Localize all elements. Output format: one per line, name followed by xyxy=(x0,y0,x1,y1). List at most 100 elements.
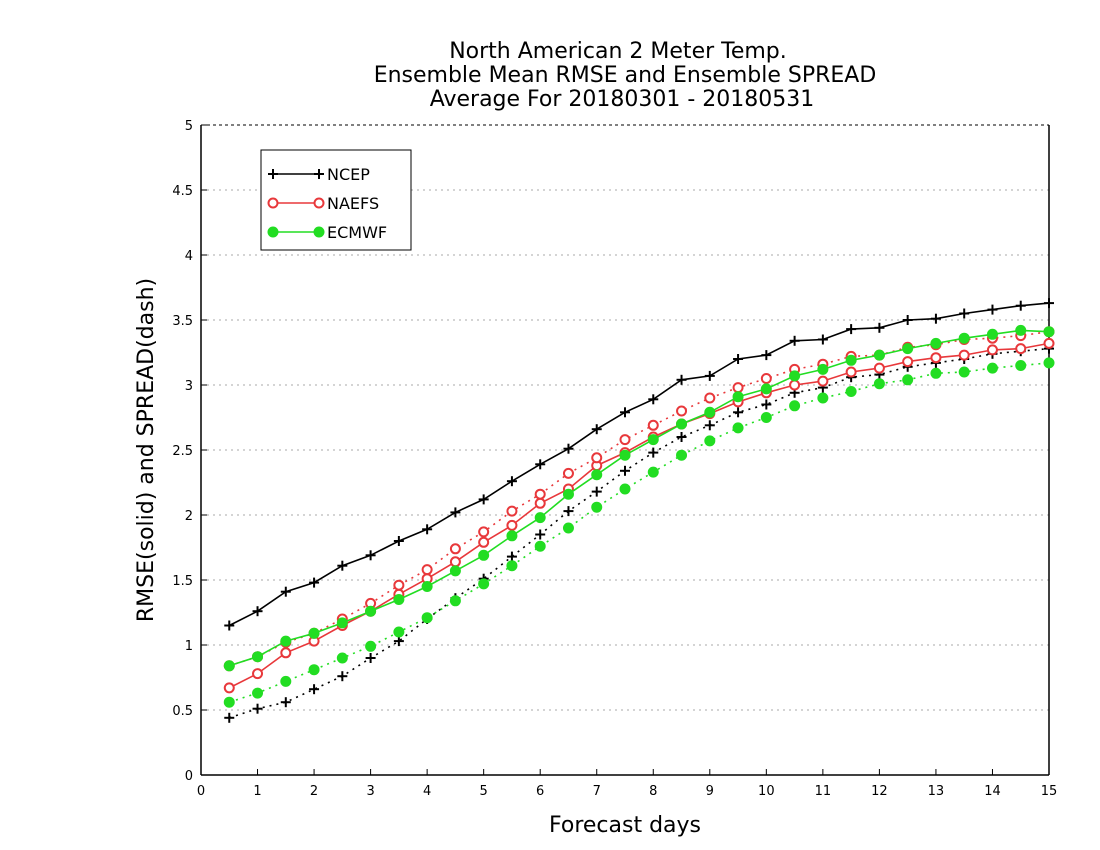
data-point-naefs-rmse xyxy=(252,668,264,680)
legend-marker xyxy=(267,226,279,238)
data-point-naefs-rmse xyxy=(1043,337,1055,349)
data-point-ecmwf-spread xyxy=(478,578,490,590)
y-tick-label: 1 xyxy=(185,639,193,654)
y-tick-label: 0.5 xyxy=(172,704,193,719)
data-point-naefs-rmse xyxy=(845,366,857,378)
data-point-ecmwf-spread xyxy=(280,675,292,687)
x-tick-label: 3 xyxy=(366,784,374,799)
series-line-ncep-rmse xyxy=(228,302,1050,627)
data-point-ecmwf-rmse xyxy=(619,449,631,461)
data-point-ncep-spread xyxy=(337,671,348,682)
data-point-ecmwf-rmse xyxy=(365,605,377,617)
data-point-ecmwf-rmse xyxy=(760,383,772,395)
legend-item-ncep: NCEP xyxy=(268,165,370,184)
data-point-ecmwf-spread xyxy=(1015,360,1027,371)
data-point-ecmwf-spread xyxy=(308,664,320,676)
data-point-ecmwf-rmse xyxy=(308,627,320,639)
data-point-ncep-rmse xyxy=(309,577,320,588)
data-point-ecmwf-rmse xyxy=(986,328,998,340)
y-tick-label: 1.5 xyxy=(172,574,193,589)
legend-label: NCEP xyxy=(327,165,370,184)
data-point-ncep-spread xyxy=(365,653,376,663)
series-line-ecmwf-rmse xyxy=(229,329,1050,667)
data-point-ecmwf-spread xyxy=(449,595,461,607)
chart-title-line-2: Ensemble Mean RMSE and Ensemble SPREAD xyxy=(374,63,877,88)
data-point-ncep-rmse xyxy=(280,586,291,597)
data-point-ncep-rmse xyxy=(478,494,489,505)
x-tick-label: 9 xyxy=(706,784,714,799)
legend-marker xyxy=(313,197,325,209)
data-point-ecmwf-rmse xyxy=(647,434,659,446)
data-point-ncep-rmse xyxy=(676,374,687,385)
data-point-ecmwf-rmse xyxy=(534,512,546,524)
data-point-ecmwf-spread xyxy=(562,522,574,534)
data-point-ecmwf-rmse xyxy=(732,391,744,403)
data-point-naefs-rmse xyxy=(449,556,461,568)
data-point-ecmwf-spread xyxy=(252,687,264,699)
data-point-ecmwf-spread xyxy=(845,386,857,397)
data-point-ncep-rmse xyxy=(506,476,517,487)
legend-label: ECMWF xyxy=(327,223,387,242)
x-tick-label: 8 xyxy=(649,784,657,799)
data-point-naefs-rmse xyxy=(902,356,914,368)
data-point-ncep-rmse xyxy=(1015,300,1026,311)
series-line-naefs-rmse xyxy=(228,342,1050,689)
y-tick-label: 2.5 xyxy=(172,444,193,459)
legend-item-ecmwf: ECMWF xyxy=(267,223,387,242)
y-tick-label: 4.5 xyxy=(172,184,193,199)
legend-box xyxy=(260,149,412,251)
data-point-ncep-rmse xyxy=(902,315,913,325)
y-tick-label: 5 xyxy=(185,119,193,134)
legend-item-naefs: NAEFS xyxy=(267,194,379,213)
data-point-ncep-rmse xyxy=(591,424,602,435)
data-point-ecmwf-rmse xyxy=(336,617,348,629)
data-point-ecmwf-rmse xyxy=(562,488,574,500)
data-point-ecmwf-spread xyxy=(591,501,603,513)
data-point-ncep-rmse xyxy=(761,350,772,361)
data-point-ecmwf-rmse xyxy=(449,565,461,577)
data-point-ecmwf-spread xyxy=(817,392,829,404)
data-point-naefs-rmse xyxy=(223,682,235,694)
data-point-ecmwf-spread xyxy=(760,412,772,423)
data-point-ncep-rmse xyxy=(422,524,433,535)
x-tick-label: 13 xyxy=(928,784,945,799)
data-point-ncep-spread xyxy=(252,703,263,714)
data-point-ncep-rmse xyxy=(874,322,885,333)
series-ecmwf-spread xyxy=(223,357,1055,708)
data-point-ecmwf-spread xyxy=(393,626,405,638)
legend-marker xyxy=(268,169,278,179)
data-point-ncep-rmse xyxy=(1044,298,1054,309)
data-point-naefs-spread xyxy=(506,505,518,517)
data-point-naefs-rmse xyxy=(280,647,292,659)
data-point-ecmwf-rmse xyxy=(393,594,405,605)
data-point-ncep-spread xyxy=(535,529,546,540)
series-line-naefs-spread xyxy=(229,330,1050,667)
data-point-ecmwf-spread xyxy=(336,652,348,664)
data-point-ecmwf-spread xyxy=(647,466,659,478)
data-point-ecmwf-rmse xyxy=(704,406,716,418)
data-point-ncep-spread xyxy=(393,636,404,647)
series-line-ecmwf-spread xyxy=(229,362,1050,703)
data-point-naefs-rmse xyxy=(986,344,998,356)
y-tick-label: 0 xyxy=(185,769,193,784)
data-point-ecmwf-rmse xyxy=(223,660,235,672)
data-point-naefs-spread xyxy=(393,579,405,591)
data-point-ecmwf-rmse xyxy=(676,418,688,430)
chart-title: North American 2 Meter Temp. Ensemble Me… xyxy=(374,39,877,112)
data-point-naefs-spread xyxy=(704,392,716,404)
data-point-naefs-rmse xyxy=(789,379,801,391)
data-point-ecmwf-spread xyxy=(506,560,518,572)
x-tick-label: 0 xyxy=(197,784,205,799)
data-point-ecmwf-rmse xyxy=(506,530,518,542)
data-point-ncep-rmse xyxy=(846,324,857,335)
data-point-naefs-rmse xyxy=(506,519,518,531)
series-ecmwf-rmse xyxy=(223,324,1055,672)
chart-title-line-1: North American 2 Meter Temp. xyxy=(449,39,787,64)
data-point-naefs-rmse xyxy=(534,497,546,509)
data-point-ecmwf-spread xyxy=(676,449,688,461)
data-point-ncep-spread xyxy=(591,486,602,497)
series-naefs-spread xyxy=(223,326,1055,672)
x-tick-label: 6 xyxy=(536,784,544,799)
data-point-ecmwf-rmse xyxy=(930,337,942,349)
